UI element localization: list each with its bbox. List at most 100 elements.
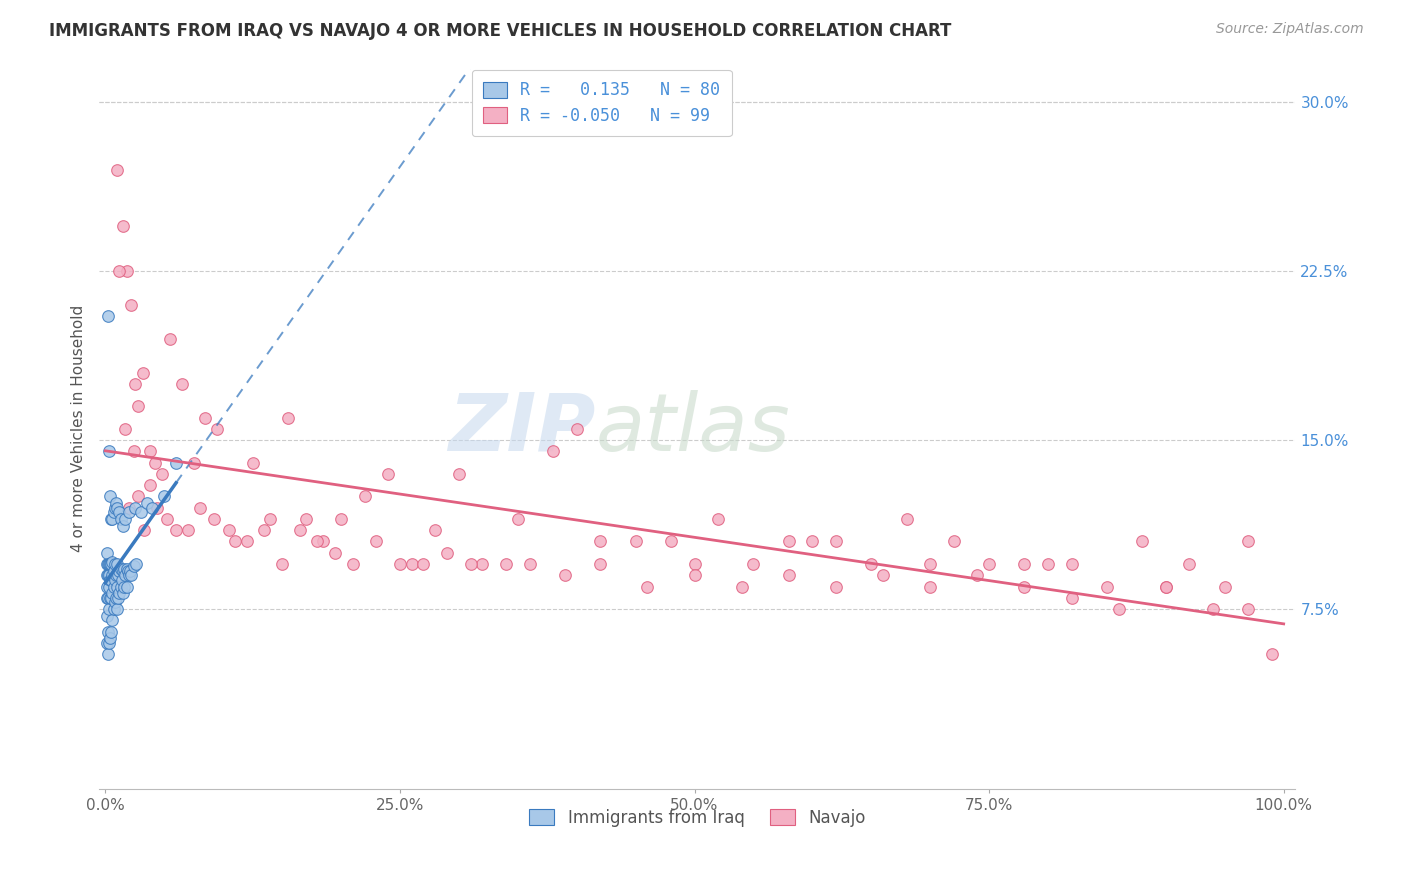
Point [1036, 557, 1059, 571]
Point [920, 580, 942, 594]
Point [1178, 557, 1201, 571]
Point [101, 555, 124, 569]
Point [97, 636, 120, 650]
Point [307, 534, 329, 549]
Point [97, 580, 120, 594]
Point [105, 500, 128, 515]
Point [1060, 557, 1083, 571]
Point [146, 500, 169, 515]
Point [98, 591, 121, 605]
Point [1202, 602, 1225, 616]
Point [115, 580, 138, 594]
Point [271, 557, 294, 571]
Point [105, 557, 128, 571]
Point [125, 557, 148, 571]
Point [1014, 557, 1036, 571]
Point [114, 568, 136, 582]
Point [97, 557, 120, 571]
Point [401, 557, 423, 571]
Point [108, 505, 131, 519]
Point [114, 512, 136, 526]
Point [143, 456, 166, 470]
Point [96, 546, 118, 560]
Point [277, 410, 299, 425]
Point [118, 568, 141, 582]
Point [1261, 647, 1284, 661]
Point [104, 595, 127, 609]
Point [105, 162, 128, 177]
Point [96, 636, 118, 650]
Point [778, 568, 800, 582]
Point [127, 400, 149, 414]
Point [97, 444, 120, 458]
Point [202, 512, 225, 526]
Point [323, 546, 346, 560]
Point [150, 467, 173, 481]
Point [801, 534, 824, 549]
Point [122, 444, 145, 458]
Point [103, 564, 125, 578]
Point [235, 534, 257, 549]
Point [107, 591, 129, 605]
Point [1213, 580, 1236, 594]
Point [107, 568, 129, 582]
Point [872, 568, 894, 582]
Point [942, 534, 965, 549]
Point [115, 264, 138, 278]
Point [96, 591, 118, 605]
Point [825, 580, 848, 594]
Point [97, 647, 120, 661]
Point [101, 568, 124, 582]
Point [129, 505, 152, 519]
Point [707, 512, 730, 526]
Point [97, 310, 120, 324]
Point [96, 557, 118, 571]
Point [253, 523, 276, 537]
Point [100, 591, 122, 605]
Point [112, 561, 135, 575]
Point [966, 568, 988, 582]
Point [111, 219, 134, 234]
Point [412, 557, 434, 571]
Point [98, 573, 121, 587]
Point [104, 568, 127, 582]
Point [112, 580, 135, 594]
Point [218, 523, 240, 537]
Point [165, 456, 187, 470]
Point [896, 512, 918, 526]
Point [104, 557, 127, 571]
Point [312, 534, 335, 549]
Point [377, 467, 399, 481]
Point [388, 557, 411, 571]
Point [124, 500, 146, 515]
Point [825, 534, 848, 549]
Point [120, 568, 142, 582]
Point [97, 568, 120, 582]
Point [242, 456, 264, 470]
Point [96, 580, 118, 594]
Point [98, 632, 121, 646]
Point [97, 602, 120, 616]
Legend: Immigrants from Iraq, Navajo: Immigrants from Iraq, Navajo [522, 800, 873, 835]
Point [177, 523, 200, 537]
Point [624, 534, 647, 549]
Point [111, 586, 134, 600]
Point [920, 557, 942, 571]
Point [1060, 591, 1083, 605]
Point [207, 422, 229, 436]
Point [105, 602, 128, 616]
Point [1237, 602, 1260, 616]
Point [170, 376, 193, 391]
Point [135, 496, 157, 510]
Point [294, 512, 316, 526]
Point [110, 512, 132, 526]
Point [506, 512, 529, 526]
Point [288, 523, 311, 537]
Point [120, 564, 142, 578]
Point [111, 518, 134, 533]
Point [104, 500, 127, 515]
Point [366, 534, 388, 549]
Point [124, 376, 146, 391]
Point [342, 557, 364, 571]
Point [159, 332, 181, 346]
